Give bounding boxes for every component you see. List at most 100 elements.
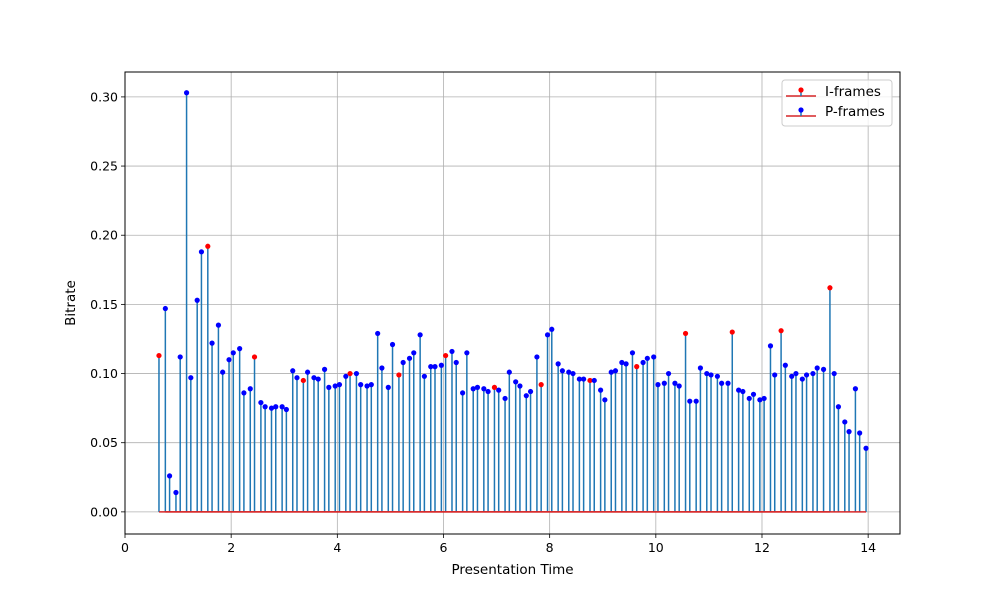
p-frames-marker xyxy=(336,382,343,388)
p-frames-marker xyxy=(757,397,763,403)
p-frames-marker xyxy=(517,383,523,389)
p-frames-marker xyxy=(209,340,215,346)
x-tick-label: 2 xyxy=(227,540,235,555)
i-frames-marker xyxy=(827,285,833,291)
i-frames-marker xyxy=(491,384,498,390)
p-frames-marker xyxy=(591,377,597,384)
p-frames-marker xyxy=(842,419,848,425)
p-frames-marker xyxy=(379,365,385,371)
p-frames-marker xyxy=(188,375,194,381)
p-frames-marker xyxy=(676,383,682,389)
legend-p-frames-label: P-frames xyxy=(825,104,885,120)
legend-i-frames-label: I-frames xyxy=(825,84,881,100)
p-frames-marker xyxy=(863,445,869,451)
p-frames-marker xyxy=(332,383,338,389)
p-frames-marker xyxy=(247,386,253,392)
p-frames-marker xyxy=(400,359,406,366)
p-frames-marker xyxy=(215,322,222,328)
p-frames-marker xyxy=(470,386,476,392)
y-axis-label: Bitrate xyxy=(63,280,79,326)
x-tick-label: 6 xyxy=(440,540,448,555)
p-frames-marker xyxy=(810,370,816,377)
y-tick-label: 0.25 xyxy=(90,159,118,174)
p-frames-marker xyxy=(198,249,205,255)
p-frames-marker xyxy=(740,388,746,395)
p-frames-marker xyxy=(846,429,852,435)
y-axis-ticks: 0.00 0.05 0.10 0.15 0.20 0.25 0.30 xyxy=(90,89,125,519)
p-frames-marker xyxy=(598,387,604,393)
p-frames-marker xyxy=(417,332,423,338)
p-frames-marker xyxy=(389,341,396,348)
p-frames-marker xyxy=(364,383,370,389)
i-frames-marker xyxy=(205,243,211,249)
x-tick-label: 4 xyxy=(333,540,341,555)
markers xyxy=(156,90,869,496)
p-frames-marker xyxy=(655,382,661,388)
p-frames-marker xyxy=(485,388,491,395)
p-frames-marker xyxy=(644,355,650,361)
p-frames-marker xyxy=(162,305,168,312)
p-frames-marker xyxy=(549,326,555,332)
p-frames-marker xyxy=(353,370,360,377)
x-axis-ticks: 0 2 4 6 8 10 12 14 xyxy=(121,534,876,555)
p-frames-marker xyxy=(693,398,699,404)
i-frames-marker xyxy=(300,377,306,384)
p-frames-marker xyxy=(814,365,820,371)
p-frames-marker xyxy=(481,386,487,392)
p-frames-marker xyxy=(406,355,413,361)
p-frames-marker xyxy=(629,350,636,356)
p-frames-marker xyxy=(513,379,519,385)
y-tick-label: 0.05 xyxy=(90,435,118,450)
i-frames-marker xyxy=(587,377,593,384)
p-frames-marker xyxy=(421,373,427,379)
p-frames-marker xyxy=(527,388,534,395)
legend-i-frames-marker xyxy=(798,87,804,93)
p-frames-marker xyxy=(294,375,300,381)
i-frames-marker xyxy=(778,328,784,334)
p-frames-marker xyxy=(602,397,608,403)
y-tick-label: 0.15 xyxy=(90,297,118,312)
p-frames-marker xyxy=(857,430,863,436)
legend-box xyxy=(781,79,893,127)
p-frames-marker xyxy=(697,365,704,371)
p-frames-marker xyxy=(194,297,200,303)
p-frames-marker xyxy=(736,387,742,393)
p-frames-marker xyxy=(438,362,444,368)
p-frames-marker xyxy=(523,393,529,399)
i-frames-marker xyxy=(396,372,402,378)
p-frames-marker xyxy=(502,395,508,402)
p-frames-marker xyxy=(772,372,778,378)
p-frames-marker xyxy=(793,370,799,377)
p-frames-marker xyxy=(358,382,364,388)
p-frames-marker xyxy=(326,384,332,390)
p-frames-marker xyxy=(559,368,565,374)
p-frames-marker xyxy=(449,348,455,355)
p-frames-marker xyxy=(714,373,720,379)
p-frames-marker xyxy=(375,330,381,337)
p-frames-marker xyxy=(226,357,232,363)
p-frames-marker xyxy=(570,370,576,377)
p-frames-marker xyxy=(464,350,470,356)
p-frames-marker xyxy=(273,404,279,410)
i-frames-marker xyxy=(682,330,689,337)
p-frames-marker xyxy=(640,359,646,366)
p-frames-marker xyxy=(474,384,481,390)
p-frames-marker xyxy=(581,376,587,382)
p-frames-marker xyxy=(612,368,619,374)
i-frames-marker xyxy=(156,352,162,359)
i-frames-marker xyxy=(443,352,449,359)
p-frames-marker xyxy=(803,372,810,378)
i-frames-marker xyxy=(347,370,353,377)
grid xyxy=(124,72,900,534)
p-frames-marker xyxy=(283,406,289,413)
y-tick-label: 0.00 xyxy=(90,504,118,519)
p-frames-marker xyxy=(241,390,247,396)
p-frames-marker xyxy=(725,380,731,386)
p-frames-marker xyxy=(321,366,328,372)
i-frames-marker xyxy=(729,329,735,335)
p-frames-marker xyxy=(651,354,657,360)
p-frames-marker xyxy=(623,361,629,367)
p-frames-marker xyxy=(708,372,714,378)
p-frames-marker xyxy=(767,343,774,349)
p-frames-marker xyxy=(385,384,391,390)
